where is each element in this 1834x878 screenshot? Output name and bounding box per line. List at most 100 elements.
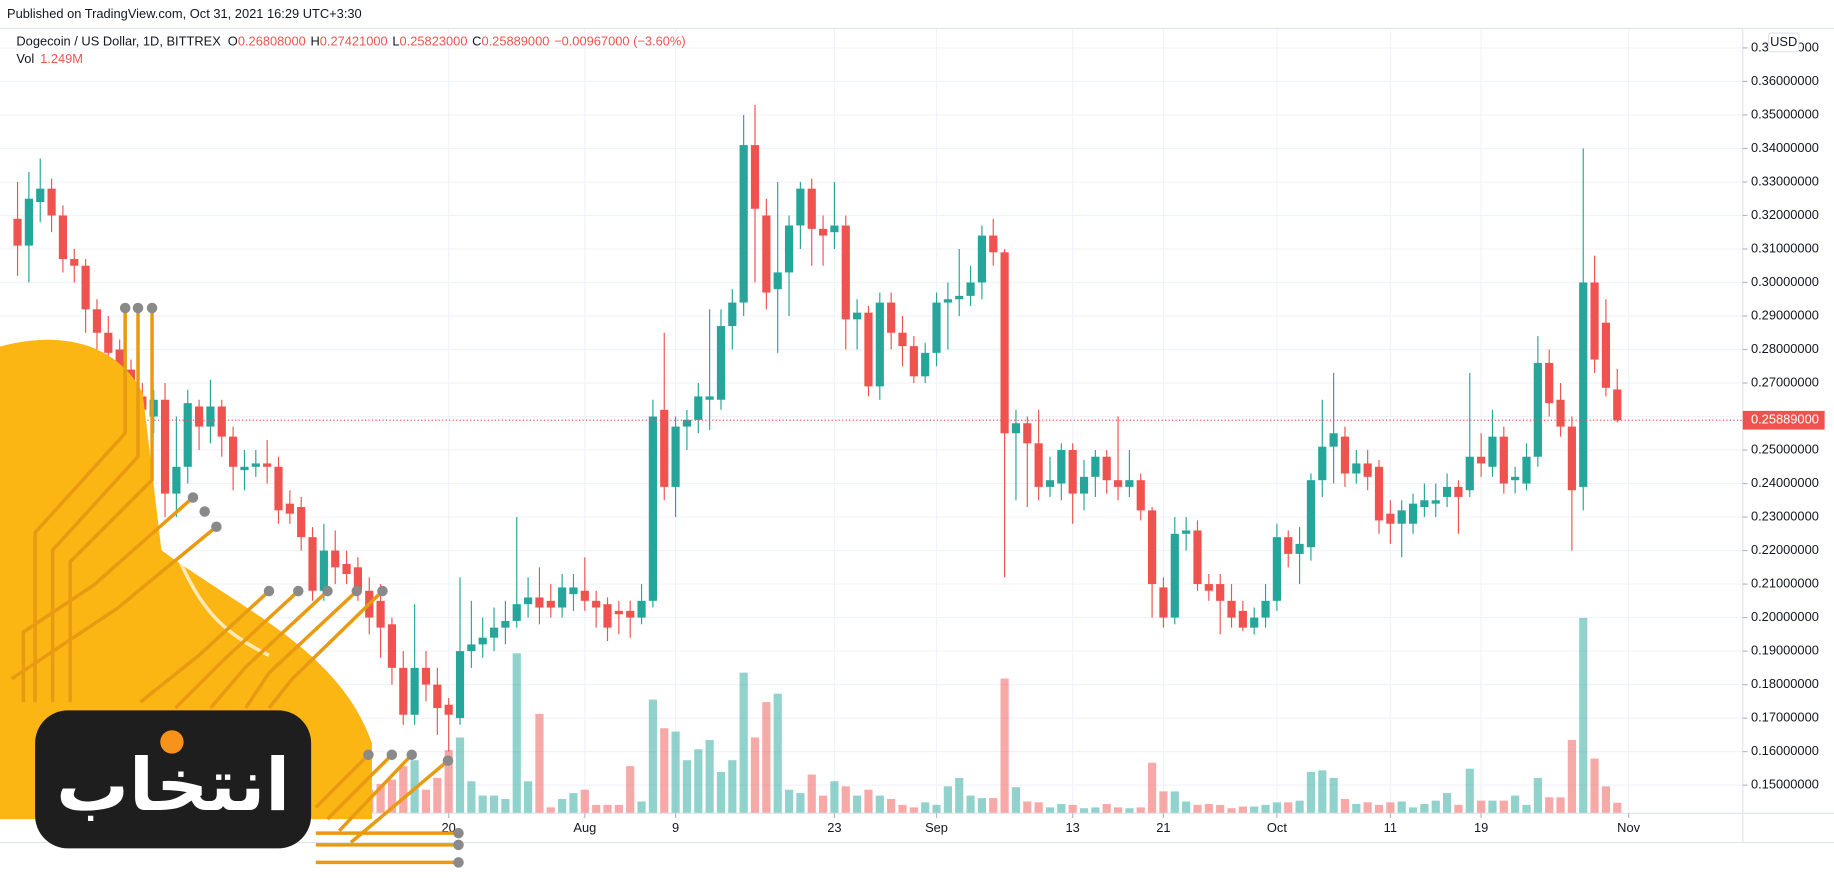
candle-body [1477, 456, 1486, 464]
legend-line: Dogecoin / US Dollar, 1D, BITTREX O0.2680… [16, 34, 685, 49]
volume-bar [1329, 777, 1338, 814]
volume-bar [932, 804, 941, 814]
candle-body [1511, 476, 1520, 481]
candle-body [206, 406, 215, 427]
candle-body [648, 416, 657, 601]
candle-body [898, 332, 907, 347]
candle-body [603, 604, 612, 628]
candle-body [1159, 587, 1168, 618]
volume-bar [660, 728, 669, 814]
volume-bar [1227, 808, 1236, 814]
candle-body [739, 145, 748, 303]
candle-body [1442, 486, 1452, 497]
volume-bar [489, 795, 499, 814]
volume-bar [1363, 802, 1372, 814]
volume-bar [558, 798, 567, 814]
candle-body [796, 188, 805, 226]
volume-bar [1590, 758, 1599, 814]
candle-body [546, 600, 555, 608]
candle-body [614, 610, 623, 615]
logo-badge [35, 710, 312, 849]
candle-body [1420, 500, 1429, 507]
y-tick-label: 0.36000000 [1751, 73, 1819, 88]
candle-body [1182, 530, 1191, 534]
volume-bar [626, 766, 635, 814]
candle-body [1261, 600, 1270, 618]
candle-body [1397, 510, 1406, 524]
candle-body [1533, 362, 1542, 457]
volume-bar [1465, 768, 1474, 814]
volume-bar [637, 801, 646, 814]
volume-bar [671, 731, 680, 814]
candle-body [1386, 513, 1395, 524]
candle-body [580, 590, 589, 601]
candle-body [830, 225, 839, 233]
candle-body [58, 215, 68, 260]
candle-body [1272, 537, 1281, 601]
volume-bar [1567, 740, 1576, 814]
candle-body [1454, 486, 1463, 497]
symbol: Dogecoin / US Dollar, 1D, BITTREX [16, 34, 221, 49]
volume-bar [807, 774, 816, 814]
volume-bar [728, 760, 737, 814]
legend-key: O [228, 34, 238, 49]
candle-body [694, 396, 703, 420]
candle-body [1034, 443, 1043, 487]
volume-bar [1442, 793, 1452, 814]
volume-bar [943, 786, 952, 814]
candle-body [115, 349, 124, 370]
published-note: Published on TradingView.com, Oct 31, 20… [7, 6, 362, 21]
logo-text: انتخاب [56, 745, 290, 826]
candle-body [558, 587, 567, 608]
candle-body [399, 667, 408, 715]
candle-body [524, 597, 533, 605]
x-tick-label: 21 [1156, 820, 1170, 835]
volume-bar [1272, 802, 1281, 814]
candle-body [660, 409, 669, 487]
candle-body [1318, 446, 1327, 481]
candle-body [1011, 423, 1021, 434]
volume-bar [467, 781, 476, 814]
candle-body [705, 396, 714, 400]
x-tick-label: Nov [1617, 820, 1640, 835]
volume-key: Vol [16, 51, 34, 66]
volume-bar [1579, 617, 1588, 814]
candle-body [1170, 533, 1179, 618]
currency-label: USD [1770, 34, 1797, 49]
candle-body [887, 302, 896, 333]
legend-value: 0.26808000 [238, 34, 306, 49]
volume-bar [444, 750, 453, 814]
last-price-badge [1742, 410, 1825, 430]
volume-bar [535, 713, 544, 814]
volume-bar [1408, 807, 1418, 814]
y-tick-label: 0.18000000 [1751, 676, 1819, 691]
volume-legend: Vol 1.249M [16, 51, 83, 66]
candle-body [569, 587, 578, 595]
candle-body [773, 272, 782, 290]
candle-body [921, 352, 930, 377]
volume-bar [1091, 807, 1100, 814]
candle-body [1068, 450, 1077, 494]
volume-bar [1023, 801, 1032, 814]
candle-body [183, 403, 192, 467]
legend-value: 0.25889000 [481, 34, 549, 49]
y-tick-label: 0.25000000 [1751, 441, 1819, 456]
volume-bar [1057, 804, 1066, 814]
volume-bar [1397, 801, 1406, 814]
candle-body [875, 302, 884, 387]
candle-body [864, 312, 873, 387]
volume-bar [1306, 772, 1316, 814]
volume-bar [1454, 804, 1463, 814]
candle-body [637, 600, 646, 618]
volume-bar [455, 737, 465, 814]
x-tick-label: 23 [827, 820, 841, 835]
candle-body [932, 302, 941, 353]
candle-body [1238, 610, 1247, 628]
volume-bar [1488, 800, 1497, 814]
x-tick-label: 19 [1474, 820, 1488, 835]
volume-bar [1613, 802, 1622, 814]
candle-body [728, 302, 737, 327]
y-tick-label: 0.33000000 [1751, 173, 1819, 188]
logo-coin [160, 730, 184, 754]
last-price-label: 0.25889000 [1751, 412, 1819, 427]
